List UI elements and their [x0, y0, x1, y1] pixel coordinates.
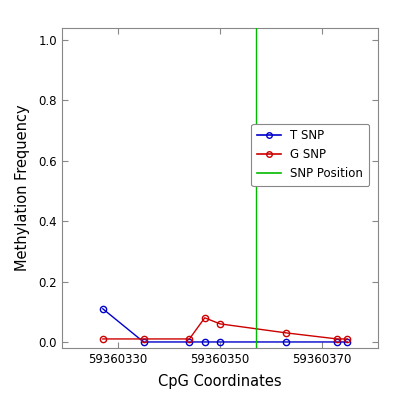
Y-axis label: Methylation Frequency: Methylation Frequency — [15, 105, 30, 271]
Legend: T SNP, G SNP, SNP Position: T SNP, G SNP, SNP Position — [251, 124, 369, 186]
X-axis label: CpG Coordinates: CpG Coordinates — [158, 374, 282, 389]
